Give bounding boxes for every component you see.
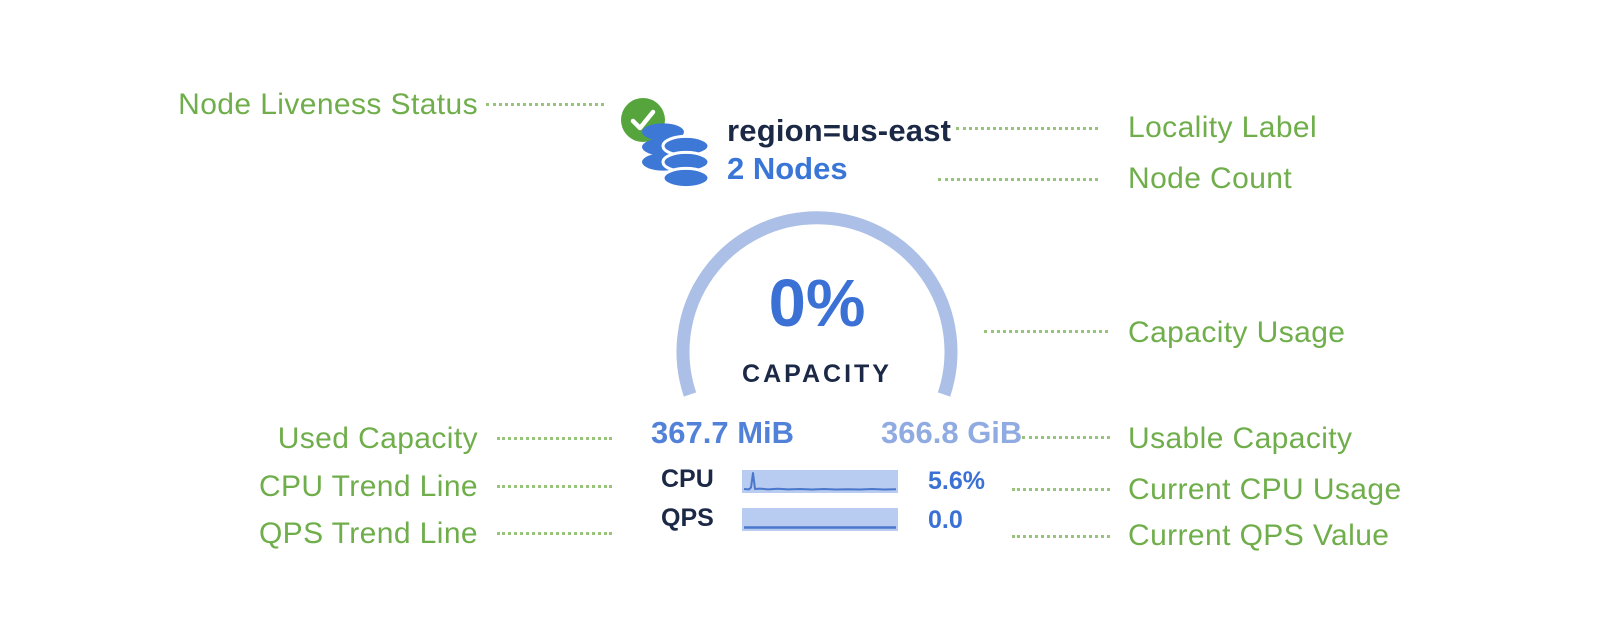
annotation-capacity-usage: Capacity Usage (1128, 316, 1346, 349)
annotation-usable-capacity: Usable Capacity (1128, 422, 1353, 455)
usable-capacity-value: 366.8 GiB (881, 415, 1023, 450)
annotation-current-cpu-usage: Current CPU Usage (1128, 473, 1402, 506)
annotation-locality-label: Locality Label (1128, 111, 1318, 144)
cpu-current-value: 5.6% (928, 467, 985, 495)
qps-metric-label: QPS (661, 504, 714, 532)
locality-label-text[interactable]: region=us-east (727, 113, 952, 148)
leader-line-qps-trend (497, 532, 612, 535)
leader-line-capacity-usage (984, 330, 1108, 333)
cpu-trend-sparkline (742, 470, 898, 493)
annotation-current-qps-value: Current QPS Value (1128, 519, 1390, 552)
annotation-cpu-trend-line: CPU Trend Line (258, 470, 478, 503)
capacity-gauge-arc (668, 198, 968, 408)
capacity-usage-percent: 0% (768, 266, 866, 341)
annotation-node-liveness-status: Node Liveness Status (178, 88, 478, 121)
leader-line-current-qps (1012, 535, 1110, 538)
leader-line-cpu-trend (497, 485, 612, 488)
leader-line-current-cpu (1012, 488, 1110, 491)
qps-current-value: 0.0 (928, 506, 963, 534)
annotation-qps-trend-line: QPS Trend Line (258, 517, 478, 550)
capacity-caption: CAPACITY (742, 360, 892, 388)
annotation-used-capacity: Used Capacity (277, 422, 478, 455)
used-capacity-value: 367.7 MiB (651, 415, 795, 450)
cpu-metric-label: CPU (661, 465, 714, 493)
leader-line-node-count (938, 178, 1098, 181)
leader-line-usable-capacity (1022, 436, 1110, 439)
leader-line-used-capacity (497, 437, 612, 440)
annotation-node-count: Node Count (1128, 162, 1293, 195)
qps-trend-sparkline (742, 508, 898, 531)
node-count-text[interactable]: 2 Nodes (727, 151, 848, 186)
leader-line-locality-label (956, 127, 1098, 130)
database-stack-icon (640, 119, 712, 190)
leader-line-node-liveness (486, 103, 604, 106)
